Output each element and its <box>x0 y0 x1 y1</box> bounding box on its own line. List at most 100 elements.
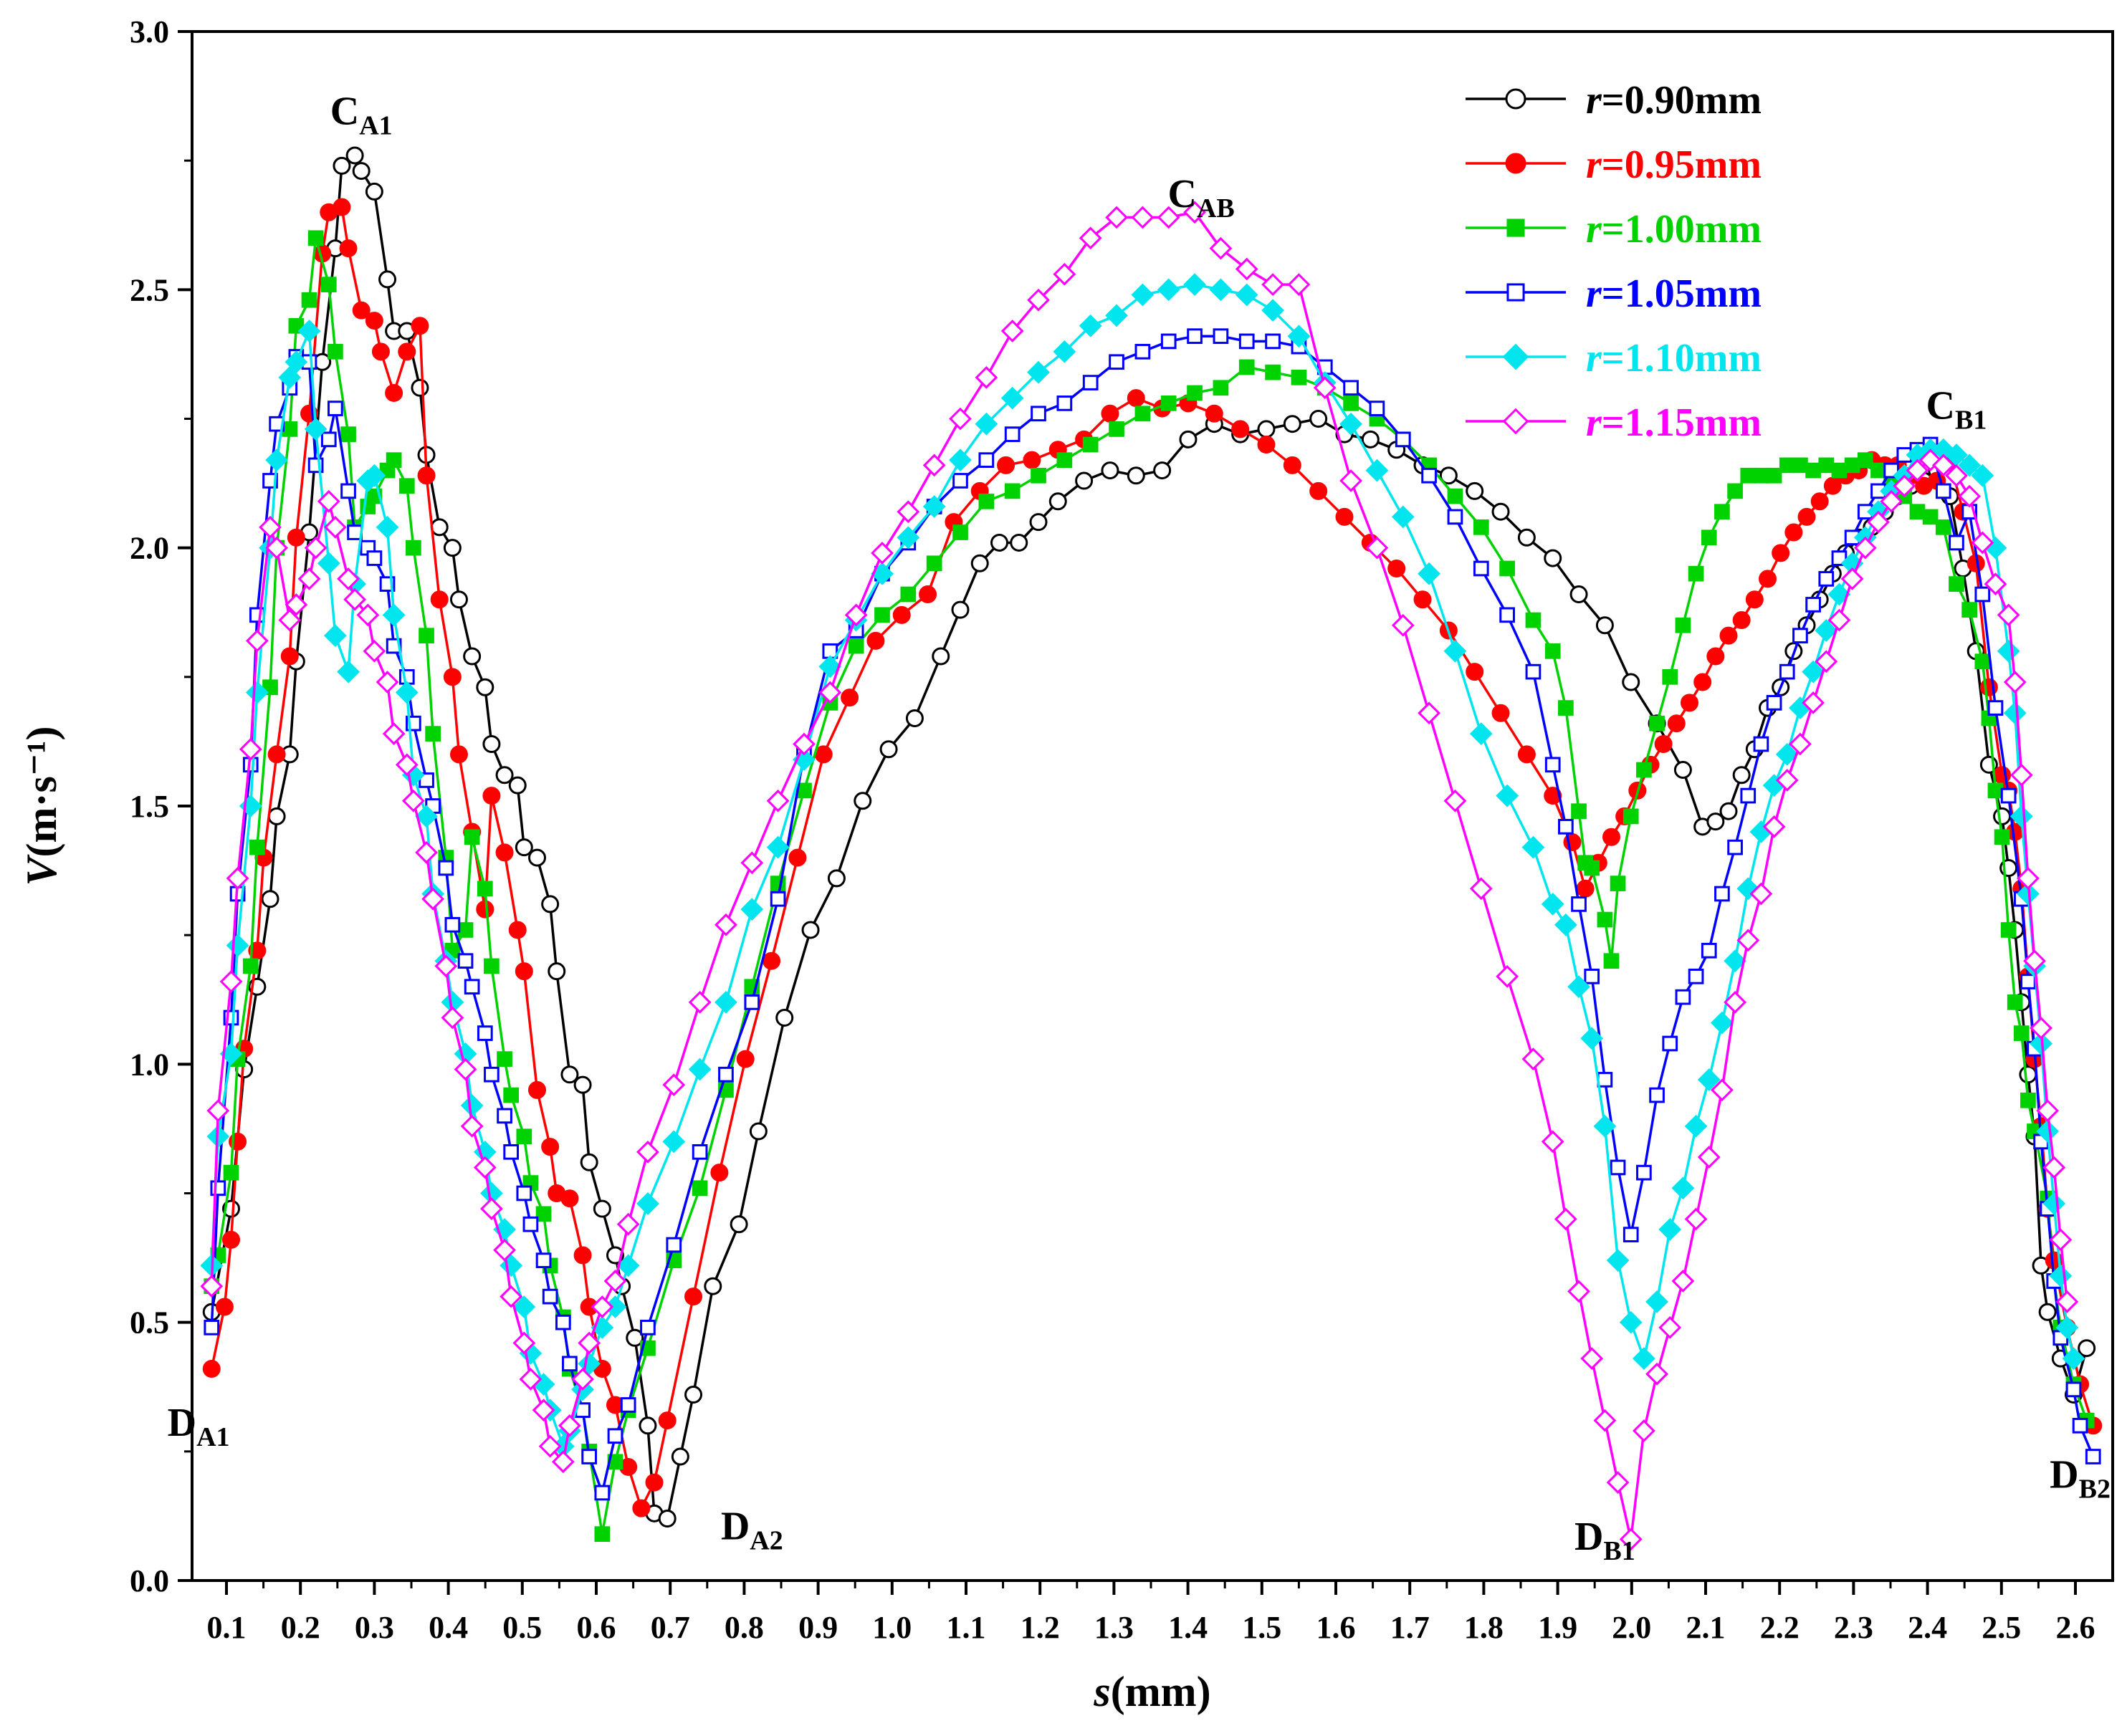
data-point <box>497 1108 512 1124</box>
x-tick-label: 2.6 <box>2056 1610 2095 1645</box>
data-point <box>1971 531 1994 555</box>
data-point <box>1525 663 1542 680</box>
data-point <box>1235 283 1258 307</box>
data-point <box>1602 828 1620 846</box>
data-point <box>1265 333 1281 350</box>
data-point <box>477 1025 493 1041</box>
data-point <box>1633 1347 1655 1370</box>
data-point <box>1576 879 1595 898</box>
data-point <box>1335 507 1354 526</box>
data-point <box>1606 1249 1630 1272</box>
data-point <box>1313 376 1337 400</box>
data-point <box>593 1199 611 1218</box>
data-point <box>763 951 781 970</box>
data-point <box>1779 663 1795 680</box>
data-point <box>952 524 968 540</box>
data-point <box>282 421 298 437</box>
data-point <box>1571 896 1587 912</box>
data-point <box>285 593 308 616</box>
data-point <box>1027 288 1050 312</box>
data-point <box>477 881 493 897</box>
data-point <box>594 1485 611 1501</box>
data-point <box>1766 695 1782 711</box>
data-point <box>1740 787 1757 804</box>
x-axis-label: s(mm) <box>1093 1668 1210 1715</box>
data-point <box>1101 404 1119 423</box>
data-point <box>1792 628 1808 644</box>
data-point <box>1772 544 1790 562</box>
data-point <box>482 735 501 754</box>
data-point <box>1654 735 1673 754</box>
data-point <box>301 292 317 308</box>
data-point <box>2055 1316 2079 1339</box>
data-point <box>1719 802 1738 820</box>
data-point <box>1571 803 1587 820</box>
data-point <box>710 1164 729 1182</box>
data-point <box>1762 815 1786 838</box>
data-point <box>1525 612 1542 628</box>
data-point <box>1775 743 1799 766</box>
data-point <box>1105 304 1128 327</box>
data-point <box>226 934 249 957</box>
data-point <box>1521 835 1545 859</box>
data-point <box>1580 1027 1604 1050</box>
data-point <box>1558 818 1574 835</box>
data-point <box>1421 467 1437 484</box>
data-point <box>444 916 461 933</box>
data-point <box>1633 1419 1655 1442</box>
data-point <box>542 1288 558 1305</box>
data-point <box>1053 262 1076 286</box>
data-point <box>2038 1303 2057 1321</box>
data-point <box>1473 519 1489 535</box>
x-tick-label: 2.4 <box>1908 1610 1947 1645</box>
data-point <box>1000 386 1024 410</box>
data-point <box>1157 206 1180 229</box>
data-point <box>1499 560 1515 577</box>
data-point <box>288 317 305 334</box>
data-point <box>242 958 259 974</box>
data-point <box>366 550 383 566</box>
data-point <box>1283 456 1301 474</box>
data-point <box>1671 1270 1695 1293</box>
series-line <box>210 154 2088 1520</box>
data-point <box>267 745 286 764</box>
data-point <box>1554 1207 1577 1231</box>
x-tick-label: 2.3 <box>1834 1610 1873 1645</box>
data-point <box>345 146 364 165</box>
data-point <box>580 1153 598 1171</box>
data-point <box>1987 782 2004 799</box>
data-point <box>1213 328 1229 345</box>
data-point <box>287 528 305 547</box>
data-point <box>365 182 383 201</box>
data-point <box>1779 457 1795 474</box>
data-point <box>1711 1011 1734 1035</box>
data-point <box>749 1122 768 1141</box>
data-point <box>1815 619 1838 642</box>
data-point <box>340 426 356 442</box>
data-point <box>278 608 302 632</box>
data-point <box>1883 462 1899 479</box>
data-point <box>766 835 790 859</box>
data-point <box>395 681 419 704</box>
data-point <box>1105 206 1128 229</box>
data-point <box>1082 436 1099 453</box>
x-tick-label: 0.2 <box>281 1610 320 1645</box>
data-point <box>245 629 269 653</box>
data-point <box>204 1320 220 1335</box>
data-point <box>1719 626 1738 645</box>
data-point <box>905 709 924 727</box>
data-point <box>1469 877 1493 901</box>
data-point <box>1714 504 1730 520</box>
data-point <box>1853 536 1877 560</box>
data-point <box>480 1197 503 1220</box>
data-point <box>495 843 514 862</box>
data-point <box>515 838 533 857</box>
data-point <box>1595 616 1614 635</box>
data-point <box>1645 1362 1668 1386</box>
data-point <box>1736 929 1760 952</box>
data-point <box>516 1128 532 1145</box>
data-point <box>2023 949 2046 973</box>
data-point <box>430 590 449 609</box>
data-point <box>1179 430 1198 449</box>
data-point <box>1906 459 1929 482</box>
